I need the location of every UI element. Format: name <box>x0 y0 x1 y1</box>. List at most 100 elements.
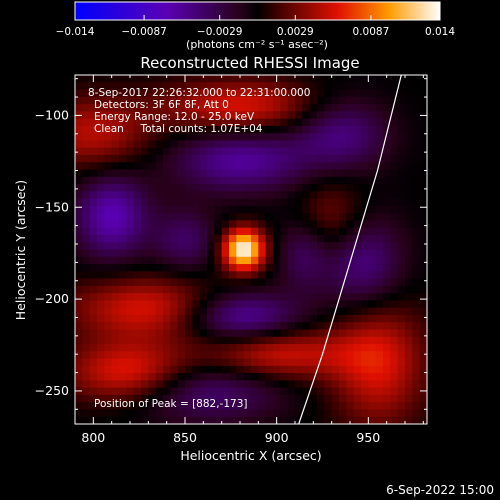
heatmap-cell <box>148 344 157 352</box>
heatmap-cell <box>317 133 325 142</box>
heatmap-cell <box>258 322 267 331</box>
heatmap-cell <box>221 75 230 83</box>
heatmap-cell <box>133 82 142 91</box>
heatmap-cell <box>207 256 215 265</box>
heatmap-cell <box>324 256 333 265</box>
heatmap-cell <box>309 96 318 105</box>
heatmap-cell <box>280 213 289 222</box>
heatmap-cell <box>273 234 281 243</box>
heatmap-cell <box>119 271 127 280</box>
heatmap-cell <box>75 285 83 294</box>
heatmap-cell <box>163 242 171 251</box>
heatmap-cell <box>339 249 347 258</box>
plot-frame <box>74 74 428 425</box>
heatmap-cell <box>97 314 105 323</box>
heatmap-cell <box>273 213 281 222</box>
heatmap-cell <box>383 191 391 200</box>
heatmap-cell <box>265 104 274 112</box>
heatmap-cell <box>419 96 427 105</box>
footer-timestamp: 6-Sep-2022 15:00 <box>386 483 494 497</box>
heatmap-cell <box>405 104 413 112</box>
heatmap-cell <box>82 271 91 280</box>
heatmap-cell <box>258 82 267 91</box>
heatmap-cell <box>199 373 208 381</box>
heatmap-cell <box>75 329 83 338</box>
heatmap-cell <box>199 154 208 163</box>
heatmap-cell <box>199 111 208 120</box>
heatmap-cell <box>214 380 223 389</box>
heatmap-cell <box>324 387 333 396</box>
heatmap-cell <box>89 256 98 265</box>
heatmap-cell <box>229 387 237 396</box>
heatmap-cell <box>251 82 259 91</box>
heatmap-cell <box>163 118 171 127</box>
heatmap-cell <box>119 154 127 163</box>
heatmap-cell <box>82 358 91 367</box>
heatmap-cell <box>361 242 369 251</box>
heatmap-cell <box>75 351 83 360</box>
heatmap-cell <box>368 336 377 345</box>
heatmap-cell <box>82 89 91 98</box>
heatmap-cell <box>287 104 296 112</box>
heatmap-cell <box>214 373 223 381</box>
heatmap-cell <box>236 104 245 112</box>
heatmap-cell <box>361 125 369 134</box>
heatmap-cell <box>302 409 311 418</box>
heatmap-cell <box>89 176 98 185</box>
heatmap-cell <box>302 154 311 163</box>
heatmap-cell <box>324 300 333 309</box>
heatmap-cell <box>199 82 208 91</box>
heatmap-cell <box>412 89 421 98</box>
heatmap-cell <box>221 409 230 418</box>
heatmap-cell <box>75 271 83 280</box>
heatmap-cell <box>324 176 333 185</box>
solar-limb-curve <box>298 75 402 424</box>
heatmap-cell <box>133 96 142 105</box>
heatmap-cell <box>251 118 259 127</box>
heatmap-cell <box>353 176 362 185</box>
heatmap-cell <box>199 140 208 149</box>
heatmap-cell <box>82 416 91 424</box>
heatmap-cell <box>412 402 421 411</box>
heatmap-cell <box>75 373 83 381</box>
heatmap-cell <box>75 184 83 192</box>
heatmap-cell <box>97 220 105 229</box>
heatmap-cell <box>412 198 421 207</box>
heatmap-cell <box>265 336 274 345</box>
heatmap-cell <box>82 162 91 171</box>
heatmap-cell <box>412 285 421 294</box>
heatmap-cell <box>243 300 252 309</box>
heatmap-cell <box>280 227 289 236</box>
heatmap-cell <box>295 373 303 381</box>
heatmap-cell <box>287 394 296 403</box>
heatmap-cell <box>163 394 171 403</box>
heatmap-cell <box>155 89 164 98</box>
heatmap-cell <box>302 118 311 127</box>
heatmap-cell <box>346 271 355 280</box>
heatmap-cell <box>111 394 120 403</box>
heatmap-cell <box>390 220 399 229</box>
heatmap-cell <box>163 96 171 105</box>
heatmap-cell <box>258 111 267 120</box>
heatmap-cell <box>207 147 215 156</box>
heatmap-cell <box>221 104 230 112</box>
heatmap-cell <box>192 140 201 149</box>
heatmap-cell <box>265 75 274 83</box>
heatmap-cell <box>75 104 83 112</box>
heatmap-cell <box>368 358 377 367</box>
heatmap-cell <box>141 322 149 331</box>
heatmap-cell <box>295 111 303 120</box>
heatmap-cell <box>331 140 340 149</box>
heatmap-cell <box>258 198 267 207</box>
heatmap-cell <box>375 147 384 156</box>
heatmap-cell <box>309 322 318 331</box>
heatmap-cell <box>331 394 340 403</box>
heatmap-cell <box>375 322 384 331</box>
heatmap-cell <box>141 249 149 258</box>
heatmap-cell <box>331 89 340 98</box>
heatmap-cell <box>383 351 391 360</box>
heatmap-cell <box>317 140 325 149</box>
heatmap-cell <box>397 264 406 272</box>
heatmap-cell <box>104 162 113 171</box>
heatmap-cell <box>155 118 164 127</box>
